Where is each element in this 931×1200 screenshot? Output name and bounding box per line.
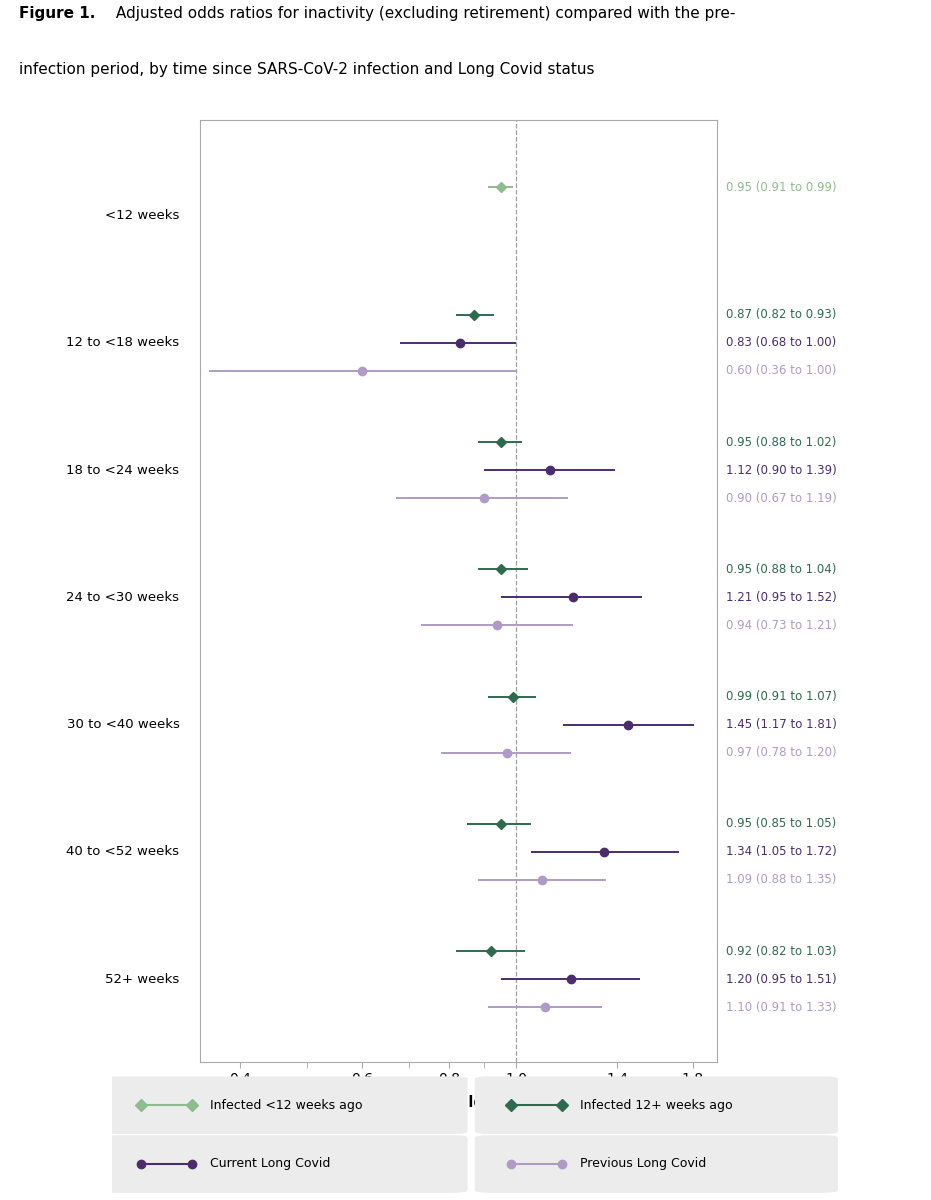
FancyBboxPatch shape — [104, 1076, 467, 1134]
Text: Previous Long Covid: Previous Long Covid — [580, 1158, 707, 1170]
FancyBboxPatch shape — [475, 1135, 838, 1193]
Text: <12 weeks: <12 weeks — [105, 209, 180, 222]
FancyBboxPatch shape — [104, 1135, 467, 1193]
Text: 0.95 (0.85 to 1.05): 0.95 (0.85 to 1.05) — [725, 817, 836, 830]
Text: Infected <12 weeks ago: Infected <12 weeks ago — [209, 1099, 362, 1111]
Text: 18 to <24 weeks: 18 to <24 weeks — [66, 463, 180, 476]
Text: 0.99 (0.91 to 1.07): 0.99 (0.91 to 1.07) — [725, 690, 836, 703]
Text: 1.10 (0.91 to 1.33): 1.10 (0.91 to 1.33) — [725, 1001, 836, 1014]
Text: 30 to <40 weeks: 30 to <40 weeks — [67, 718, 180, 731]
Text: 0.87 (0.82 to 0.93): 0.87 (0.82 to 0.93) — [725, 308, 836, 322]
Text: 0.60 (0.36 to 1.00): 0.60 (0.36 to 1.00) — [725, 365, 836, 377]
Text: 1.45 (1.17 to 1.81): 1.45 (1.17 to 1.81) — [725, 718, 836, 731]
Text: 0.95 (0.91 to 0.99): 0.95 (0.91 to 0.99) — [725, 181, 836, 194]
FancyBboxPatch shape — [475, 1076, 838, 1134]
Text: 1.20 (0.95 to 1.51): 1.20 (0.95 to 1.51) — [725, 973, 836, 985]
X-axis label: Odds ratio (log scale): Odds ratio (log scale) — [370, 1094, 547, 1110]
Text: Adjusted odds ratios for inactivity (excluding retirement) compared with the pre: Adjusted odds ratios for inactivity (exc… — [111, 6, 735, 20]
Text: 0.97 (0.78 to 1.20): 0.97 (0.78 to 1.20) — [725, 746, 836, 760]
Text: Figure 1.: Figure 1. — [19, 6, 95, 20]
Text: 1.34 (1.05 to 1.72): 1.34 (1.05 to 1.72) — [725, 846, 836, 858]
Text: 12 to <18 weeks: 12 to <18 weeks — [66, 336, 180, 349]
Text: 24 to <30 weeks: 24 to <30 weeks — [66, 590, 180, 604]
Text: infection period, by time since SARS-CoV-2 infection and Long Covid status: infection period, by time since SARS-CoV… — [19, 61, 594, 77]
Text: 0.94 (0.73 to 1.21): 0.94 (0.73 to 1.21) — [725, 619, 836, 632]
Text: 0.83 (0.68 to 1.00): 0.83 (0.68 to 1.00) — [725, 336, 836, 349]
Text: Infected 12+ weeks ago: Infected 12+ weeks ago — [580, 1099, 733, 1111]
Text: 0.92 (0.82 to 1.03): 0.92 (0.82 to 1.03) — [725, 944, 836, 958]
Text: 0.95 (0.88 to 1.02): 0.95 (0.88 to 1.02) — [725, 436, 836, 449]
Text: 1.12 (0.90 to 1.39): 1.12 (0.90 to 1.39) — [725, 463, 836, 476]
Text: 1.21 (0.95 to 1.52): 1.21 (0.95 to 1.52) — [725, 590, 836, 604]
Text: Current Long Covid: Current Long Covid — [209, 1158, 331, 1170]
Text: 52+ weeks: 52+ weeks — [105, 973, 180, 985]
Text: 0.95 (0.88 to 1.04): 0.95 (0.88 to 1.04) — [725, 563, 836, 576]
Text: 0.90 (0.67 to 1.19): 0.90 (0.67 to 1.19) — [725, 492, 836, 504]
Text: 1.09 (0.88 to 1.35): 1.09 (0.88 to 1.35) — [725, 874, 836, 887]
Text: 40 to <52 weeks: 40 to <52 weeks — [66, 846, 180, 858]
